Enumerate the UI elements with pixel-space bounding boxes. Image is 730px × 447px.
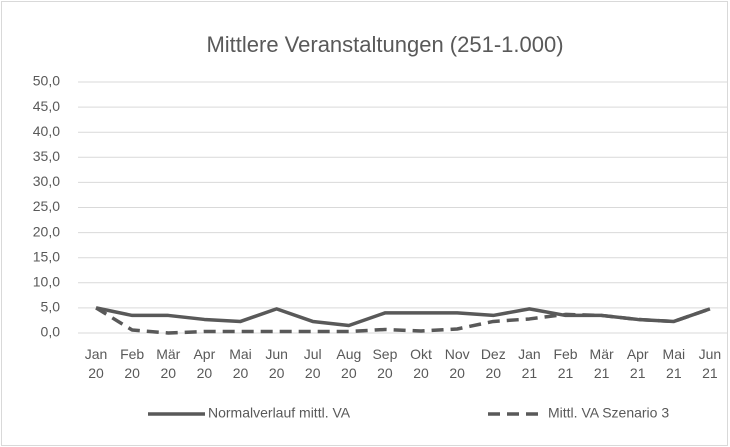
x-tick-label: Jun 21 xyxy=(698,346,722,381)
y-tick-label: 40,0 xyxy=(33,123,60,139)
x-tick-label: Mär 20 xyxy=(156,346,181,381)
y-tick-label: 10,0 xyxy=(33,274,60,290)
x-tick-label: Mai 21 xyxy=(662,346,686,381)
x-tick-label: Apr 20 xyxy=(193,346,216,381)
y-tick-label: 35,0 xyxy=(33,148,60,164)
legend-label: Mittl. VA Szenario 3 xyxy=(548,405,669,421)
y-tick-label: 20,0 xyxy=(33,223,60,239)
series-line xyxy=(95,306,711,335)
x-tick-label: Nov 20 xyxy=(444,346,470,381)
x-tick-label: Dez 20 xyxy=(480,346,506,381)
x-tick-label: Okt 20 xyxy=(410,346,432,381)
x-tick-label: Feb 20 xyxy=(120,346,145,381)
chart-title: Mittlere Veranstaltungen (251-1.000) xyxy=(206,32,563,57)
x-tick-label: Mär 21 xyxy=(589,346,614,381)
y-tick-label: 15,0 xyxy=(33,248,60,264)
x-tick-label: Jan 21 xyxy=(518,346,541,381)
y-tick-label: 5,0 xyxy=(41,299,61,315)
x-tick-label: Sep 20 xyxy=(372,346,398,381)
x-tick-label: Aug 20 xyxy=(336,346,362,381)
y-tick-label: 0,0 xyxy=(41,324,61,340)
y-tick-label: 50,0 xyxy=(33,73,60,89)
y-tick-label: 30,0 xyxy=(33,173,60,189)
x-tick-label: Mai 20 xyxy=(229,346,252,381)
x-tick-label: Feb 21 xyxy=(553,346,578,381)
y-tick-label: 45,0 xyxy=(33,98,60,114)
x-tick-label: Jun 20 xyxy=(265,346,288,381)
y-tick-label: 25,0 xyxy=(33,198,60,214)
x-tick-label: Jul 20 xyxy=(303,346,322,381)
legend-label: Normalverlauf mittl. VA xyxy=(208,405,351,421)
x-tick-label: Jan 20 xyxy=(84,346,108,381)
x-tick-label: Apr 21 xyxy=(626,346,649,381)
